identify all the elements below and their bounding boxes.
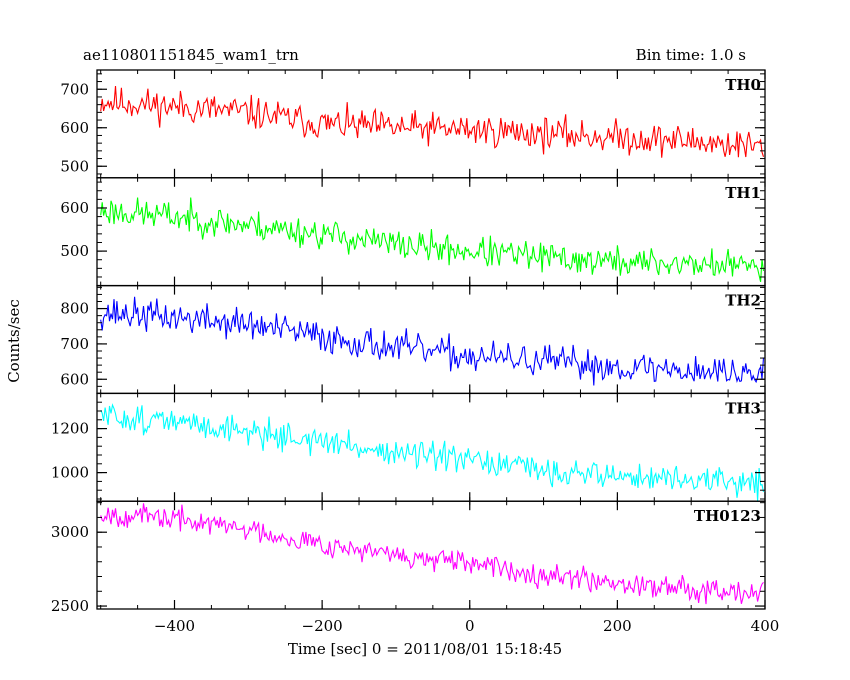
x-tick-label: 200 bbox=[603, 617, 632, 635]
x-tick-label: −200 bbox=[302, 617, 343, 635]
panel-th2: 600 700 800 TH2 bbox=[60, 284, 766, 395]
x-axis-label: Time [sec] 0 = 2011/08/01 15:18:45 bbox=[288, 640, 562, 658]
panel-label: TH0123 bbox=[694, 507, 761, 525]
panel-stack: 500 600 700 TH0 500 600 TH1 600 700 800 TH2 1000 120… bbox=[51, 69, 780, 635]
bin-time-label: Bin time: 1.0 s bbox=[636, 46, 746, 64]
observation-id-title: ae110801151845_wam1_trn bbox=[83, 46, 299, 64]
panel-label: TH2 bbox=[725, 292, 761, 310]
series-trace-th1 bbox=[100, 197, 765, 283]
series-trace-th0 bbox=[100, 85, 765, 158]
x-tick-label: −400 bbox=[154, 617, 195, 635]
panel-th0: 500 600 700 TH0 bbox=[60, 69, 766, 179]
series-trace-th2 bbox=[100, 296, 765, 386]
panel-frame bbox=[96, 392, 766, 502]
panel-th3: 1000 1200 TH3 bbox=[51, 392, 766, 502]
y-tick-label: 2500 bbox=[51, 597, 89, 615]
y-tick-label: 500 bbox=[60, 157, 89, 175]
y-tick-label: 700 bbox=[60, 335, 89, 353]
panel-th1: 500 600 TH1 bbox=[60, 177, 766, 287]
panel-th0123: 2500 3000 TH0123 bbox=[51, 500, 766, 615]
y-tick-label: 1200 bbox=[51, 420, 89, 438]
series-trace-th3 bbox=[100, 403, 765, 502]
panel-frame bbox=[96, 284, 766, 395]
x-tick-label: 0 bbox=[465, 617, 475, 635]
panel-label: TH0 bbox=[725, 76, 761, 94]
series-trace-th0123 bbox=[100, 503, 764, 605]
y-axis-label: Counts/sec bbox=[5, 299, 23, 383]
y-tick-label: 3000 bbox=[51, 523, 89, 541]
y-tick-label: 600 bbox=[60, 199, 89, 217]
panel-label: TH1 bbox=[725, 184, 761, 202]
y-tick-label: 700 bbox=[60, 80, 89, 98]
y-tick-label: 500 bbox=[60, 242, 89, 260]
panel-frame bbox=[96, 69, 766, 179]
x-tick-label: 400 bbox=[751, 617, 780, 635]
panel-frame bbox=[96, 500, 766, 610]
panel-label: TH3 bbox=[725, 399, 761, 417]
y-tick-label: 600 bbox=[60, 119, 89, 137]
y-tick-label: 600 bbox=[60, 370, 89, 388]
y-tick-label: 1000 bbox=[51, 464, 89, 482]
y-tick-label: 800 bbox=[60, 300, 89, 318]
